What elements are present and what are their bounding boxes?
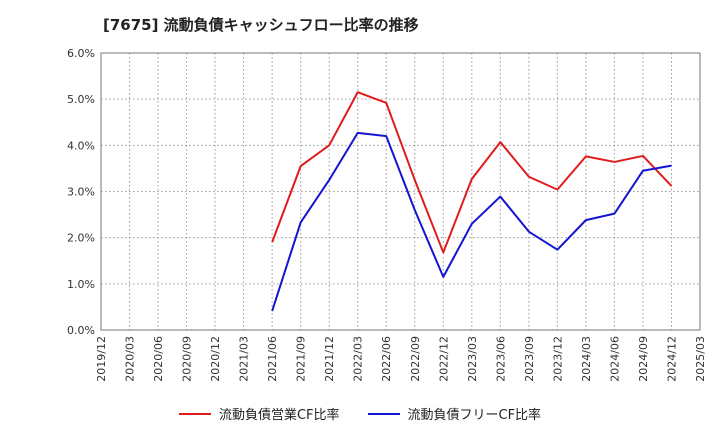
x-tick-label: 2021/06 <box>266 336 279 382</box>
series-line-free-cf <box>271 131 672 312</box>
x-tick-label: 2024/03 <box>580 336 593 382</box>
x-tick-label: 2020/06 <box>152 336 165 382</box>
series-lines <box>271 91 673 312</box>
plot-area-frame <box>100 52 701 331</box>
y-tick-label: 5.0% <box>67 93 95 106</box>
x-tick-label: 2023/06 <box>494 336 507 382</box>
x-tick-label: 2023/09 <box>523 336 536 382</box>
legend-swatch-operating-cf <box>178 412 211 415</box>
y-tick-label: 4.0% <box>67 139 95 152</box>
y-tick-label: 1.0% <box>67 278 95 291</box>
x-tick-label: 2020/03 <box>124 336 137 382</box>
x-tick-label: 2021/03 <box>238 336 251 382</box>
x-tick-label: 2024/09 <box>637 336 650 382</box>
legend-label-operating-cf: 流動負債営業CF比率 <box>218 408 340 423</box>
x-tick-label: 2023/12 <box>551 336 564 382</box>
x-tick-label: 2022/09 <box>409 336 422 382</box>
x-tick-label: 2019/12 <box>95 336 108 382</box>
x-tick-label: 2020/09 <box>181 336 194 382</box>
y-axis-tick-labels: 0.0% 1.0% 2.0% 3.0% 4.0% 5.0% 6.0% <box>67 47 95 337</box>
x-tick-label: 2020/12 <box>209 336 222 382</box>
x-tick-label: 2024/06 <box>608 336 621 382</box>
x-tick-label: 2021/12 <box>323 336 336 382</box>
legend-item-operating-cf: 流動負債営業CF比率 <box>178 404 340 423</box>
x-tick-label: 2022/03 <box>352 336 365 382</box>
x-tick-label: 2023/03 <box>466 336 479 382</box>
x-tick-label: 2022/06 <box>380 336 393 382</box>
x-tick-label: 2022/12 <box>437 336 450 382</box>
series-line-operating-cf <box>271 91 673 254</box>
chart-title: [7675] 流動負債キャッシュフロー比率の推移 <box>103 16 419 34</box>
legend-label-free-cf: 流動負債フリーCF比率 <box>407 408 542 423</box>
y-tick-label: 2.0% <box>67 232 95 245</box>
grid-lines <box>101 53 700 330</box>
y-tick-label: 3.0% <box>67 186 95 199</box>
x-tick-label: 2021/09 <box>295 336 308 382</box>
legend-swatch-free-cf <box>367 412 400 415</box>
x-tick-label: 2024/12 <box>665 336 678 382</box>
y-tick-label: 6.0% <box>67 47 95 60</box>
legend: 流動負債営業CF比率 流動負債フリーCF比率 <box>0 404 720 423</box>
x-axis-tick-labels: 2019/12 2020/03 2020/06 2020/09 2020/12 2021/… <box>95 336 707 382</box>
x-tick-label: 2025/03 <box>694 336 707 382</box>
y-tick-label: 0.0% <box>67 324 95 337</box>
legend-item-free-cf: 流動負債フリーCF比率 <box>367 404 542 423</box>
